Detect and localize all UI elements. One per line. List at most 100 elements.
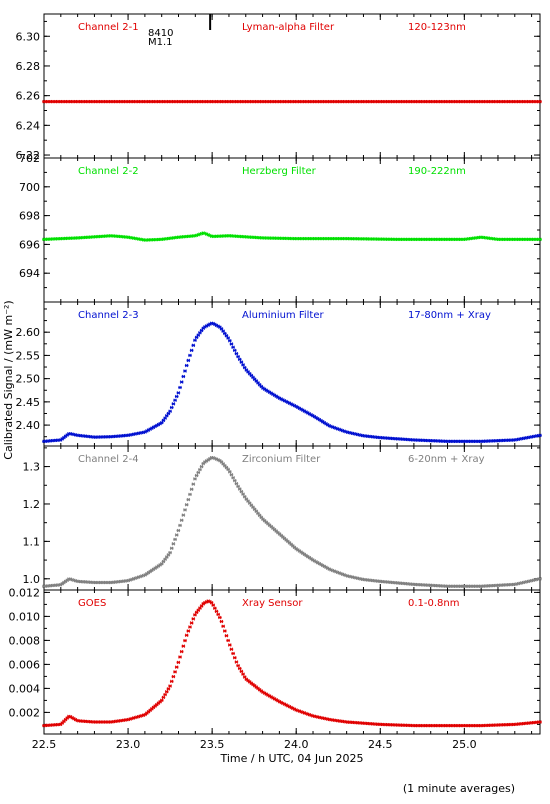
data-point: [236, 354, 240, 359]
data-point: [223, 331, 227, 336]
data-point: [232, 656, 237, 660]
data-point: [231, 651, 235, 656]
x-tick-label: 25.0: [452, 738, 477, 751]
data-point: [163, 692, 167, 697]
y-tick-label: 0.006: [9, 658, 41, 671]
y-tick-label: 0.002: [9, 706, 41, 719]
panel-frame: [43, 445, 541, 591]
data-point: [538, 720, 542, 724]
data-point: [186, 629, 191, 633]
data-point: [224, 333, 229, 338]
data-point: [189, 348, 194, 353]
data-point: [159, 698, 164, 703]
data-point: [188, 625, 192, 629]
data-point: [227, 470, 232, 474]
data-point: [224, 633, 229, 638]
data-point: [231, 475, 235, 480]
panel-frame: [43, 301, 541, 447]
panel-filter-label: Lyman-alpha Filter: [242, 22, 335, 33]
data-point: [236, 484, 240, 489]
data-point: [194, 335, 199, 340]
data-point: [174, 533, 179, 537]
x-axis-label: Time / h UTC, 04 Jun 2025: [219, 752, 363, 765]
y-tick-label: 6.30: [16, 30, 41, 43]
data-point: [163, 557, 167, 562]
data-point: [198, 467, 202, 472]
panel-filter-label: Zirconium Filter: [242, 454, 321, 465]
x-tick-label: 22.5: [32, 738, 57, 751]
footnote: (1 minute averages): [403, 782, 515, 795]
data-point: [239, 669, 244, 674]
data-point: [166, 553, 171, 557]
data-point: [188, 492, 192, 497]
y-tick-label: 2.40: [16, 419, 41, 432]
y-tick-label: 702: [19, 152, 40, 165]
x-tick-label: 24.0: [284, 738, 309, 751]
y-tick-label: 1.3: [23, 461, 41, 474]
y-tick-label: 696: [19, 238, 40, 251]
data-point: [188, 353, 192, 358]
data-point: [226, 336, 230, 340]
y-tick-label: 6.26: [16, 90, 41, 103]
data-point: [163, 416, 167, 420]
data-point: [538, 99, 542, 104]
data-point: [173, 537, 177, 542]
event-label: 8410: [148, 28, 173, 39]
data-point: [234, 481, 239, 486]
data-point: [223, 629, 227, 633]
data-point: [179, 649, 184, 654]
data-point: [209, 601, 214, 605]
y-tick-label: 2.50: [16, 373, 41, 386]
data-point: [229, 473, 234, 477]
x-tick-label: 23.5: [200, 738, 225, 751]
data-point: [199, 604, 204, 608]
y-tick-label: 2.45: [16, 396, 41, 409]
data-point: [199, 464, 204, 469]
data-point: [178, 385, 182, 390]
data-point: [229, 342, 234, 346]
data-point: [232, 348, 237, 353]
data-point: [237, 487, 242, 491]
data-point: [226, 638, 230, 643]
data-point: [198, 606, 202, 610]
data-point: [538, 237, 542, 242]
data-point: [194, 610, 199, 615]
y-tick-label: 0.010: [9, 610, 41, 623]
y-tick-label: 694: [19, 267, 40, 280]
y-tick-label: 1.0: [23, 573, 41, 586]
data-point: [538, 433, 542, 438]
data-point: [184, 503, 189, 507]
panel-band-label: 0.1-0.8nm: [408, 598, 460, 609]
panel-filter-label: Herzberg Filter: [242, 166, 317, 177]
data-point: [189, 487, 194, 492]
data-point: [164, 555, 169, 559]
data-point: [173, 398, 177, 402]
data-point: [183, 508, 187, 512]
data-point: [161, 418, 166, 423]
data-point: [176, 391, 181, 395]
data-point: [211, 603, 216, 607]
data-point: [234, 351, 239, 356]
data-point: [227, 339, 232, 343]
panel-channel-label: Channel 2-3: [78, 310, 139, 321]
x-tick-label: 24.5: [368, 738, 393, 751]
data-point: [191, 482, 196, 486]
data-point: [191, 617, 196, 621]
data-point: [191, 343, 196, 348]
data-point: [184, 633, 189, 637]
data-point: [227, 643, 232, 647]
data-point: [229, 647, 234, 651]
data-point: [234, 660, 239, 664]
data-point: [226, 467, 230, 472]
panel-band-label: 17-80nm + Xray: [408, 310, 491, 321]
data-point: [168, 409, 172, 413]
panel-frame: [43, 13, 541, 159]
panel-band-label: 6-20nm + Xray: [408, 454, 485, 465]
data-point: [168, 550, 172, 555]
data-point: [239, 489, 244, 494]
data-point: [232, 478, 237, 483]
data-point: [176, 660, 181, 665]
data-point: [178, 523, 182, 528]
data-point: [181, 374, 186, 379]
